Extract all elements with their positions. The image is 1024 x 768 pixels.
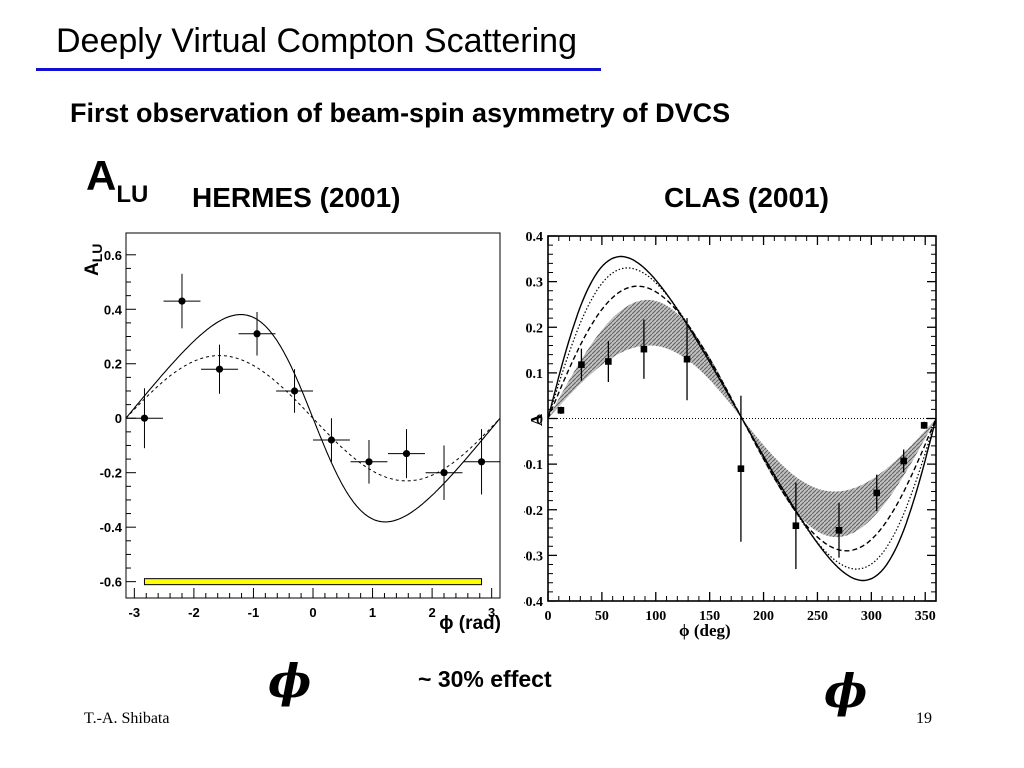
hermes-y-axis-label-sub: LU (89, 244, 105, 263)
hermes-x-axis-label: ϕ (rad) (439, 613, 501, 634)
hermes-data-point (140, 414, 149, 422)
clas-x-tick-label: 300 (861, 609, 882, 624)
clas-y-tick-label: -0.1 (524, 458, 543, 473)
clas-data-point (792, 522, 800, 530)
clas-chart: -0.4 -0.3 -0.2 -0.1 0 0.1 0.2 0.3 0.4 0 50 100 150 2… (524, 230, 937, 640)
hermes-data-point (402, 450, 411, 458)
clas-y-tick-label: 0.2 (526, 321, 544, 336)
clas-data-point (683, 355, 691, 363)
clas-dashed-curve (547, 285, 937, 552)
hermes-solid-curve (125, 314, 501, 523)
clas-x-tick-label: 350 (915, 609, 936, 624)
hermes-y-tick-label: -0.6 (100, 575, 122, 590)
hermes-x-tick-label: 0 (309, 605, 316, 620)
clas-x-tick-label: 250 (807, 609, 828, 624)
hermes-y-tick-label: -0.4 (100, 520, 123, 535)
hermes-y-tick-label: 0.4 (104, 302, 123, 317)
asymmetry-symbol-main: A (86, 152, 117, 199)
hermes-data-point (365, 458, 373, 466)
asymmetry-symbol: ALU (86, 152, 148, 208)
clas-y-tick-label: 0.4 (526, 230, 544, 245)
clas-data-point (605, 358, 612, 365)
clas-data-point (557, 406, 565, 414)
hermes-x-tick-labels: -3 -2 -1 0 1 2 3 (129, 605, 496, 620)
clas-x-tick-label: 50 (595, 609, 609, 624)
clas-data-points (557, 318, 928, 570)
hermes-x-tick-label: -1 (248, 605, 260, 620)
hermes-y-axis-label-main: A (82, 262, 103, 276)
hermes-data-point (440, 469, 448, 477)
effect-note: ~ 30% effect (418, 666, 552, 692)
clas-x-tick-label: 200 (753, 609, 774, 624)
hermes-data-point (178, 297, 186, 305)
hermes-data-point (290, 387, 299, 395)
clas-x-tick-label: 0 (545, 609, 552, 624)
slide-subtitle: First observation of beam-spin asymmetry… (70, 98, 731, 128)
clas-y-tick-label: -0.3 (524, 549, 543, 564)
footer-page-number: 19 (916, 710, 932, 727)
hermes-data-points (126, 273, 500, 500)
hermes-y-tick-label: -0.2 (100, 466, 122, 481)
asymmetry-symbol-subscript: LU (116, 181, 149, 208)
clas-y-axis-label: A (527, 413, 546, 426)
hermes-x-tick-label: 3 (488, 605, 495, 620)
hermes-chart: -0.6 -0.4 -0.2 0 0.2 0.4 0.6 -3 -2 -1 0 1 2 3 ALU ϕ … (82, 232, 501, 634)
hermes-data-point (215, 365, 224, 373)
clas-y-tick-label: -0.2 (524, 504, 543, 519)
clas-data-point (900, 457, 907, 465)
clas-x-axis-label: ϕ (deg) (679, 621, 731, 640)
clas-data-point (737, 465, 745, 472)
clas-tick-group (547, 235, 936, 602)
clas-x-tick-label: 150 (699, 609, 720, 624)
clas-y-tick-labels: -0.4 -0.3 -0.2 -0.1 0 0.1 0.2 0.3 0.4 (524, 230, 543, 610)
hermes-data-point (327, 436, 336, 444)
hermes-label: HERMES (2001) (192, 182, 401, 213)
hermes-data-point (477, 458, 486, 466)
clas-y-tick-label: 0.3 (526, 276, 544, 291)
hermes-x-tick-label: -2 (188, 605, 200, 620)
hermes-tick-group (126, 254, 493, 598)
clas-y-tick-label: 0.1 (526, 367, 544, 382)
hermes-y-axis-label: ALU (82, 244, 105, 276)
footer-author: T.-A. Shibata (84, 710, 170, 727)
clas-data-point (640, 345, 648, 353)
clas-y-tick-label: -0.4 (524, 595, 543, 610)
hermes-y-tick-label: 0 (115, 411, 122, 426)
hermes-y-tick-label: 0.6 (104, 248, 122, 263)
hermes-data-point (253, 330, 261, 338)
hermes-x-tick-label: -3 (129, 605, 141, 620)
hermes-x-tick-label: 1 (369, 605, 376, 620)
hermes-y-tick-labels: -0.6 -0.4 -0.2 0 0.2 0.4 0.6 (100, 248, 123, 590)
hermes-x-tick-label: 2 (428, 605, 435, 620)
clas-data-point (578, 361, 585, 368)
clas-data-point (873, 489, 881, 497)
phi-symbol-left: ϕ (268, 654, 312, 708)
clas-data-point (920, 422, 928, 429)
clas-x-tick-labels: 0 50 100 150 200 250 300 350 (545, 609, 936, 624)
clas-x-tick-label: 100 (645, 609, 666, 624)
clas-data-point (835, 526, 843, 534)
clas-y-tick-label: 0 (536, 413, 543, 428)
phi-symbol-right: ϕ (824, 664, 868, 718)
slide-title: Deeply Virtual Compton Scattering (56, 22, 577, 60)
hermes-systematic-band (143, 578, 483, 586)
hermes-y-tick-label: 0.2 (104, 357, 122, 372)
clas-label: CLAS (2001) (664, 182, 829, 213)
title-underline (36, 68, 601, 71)
